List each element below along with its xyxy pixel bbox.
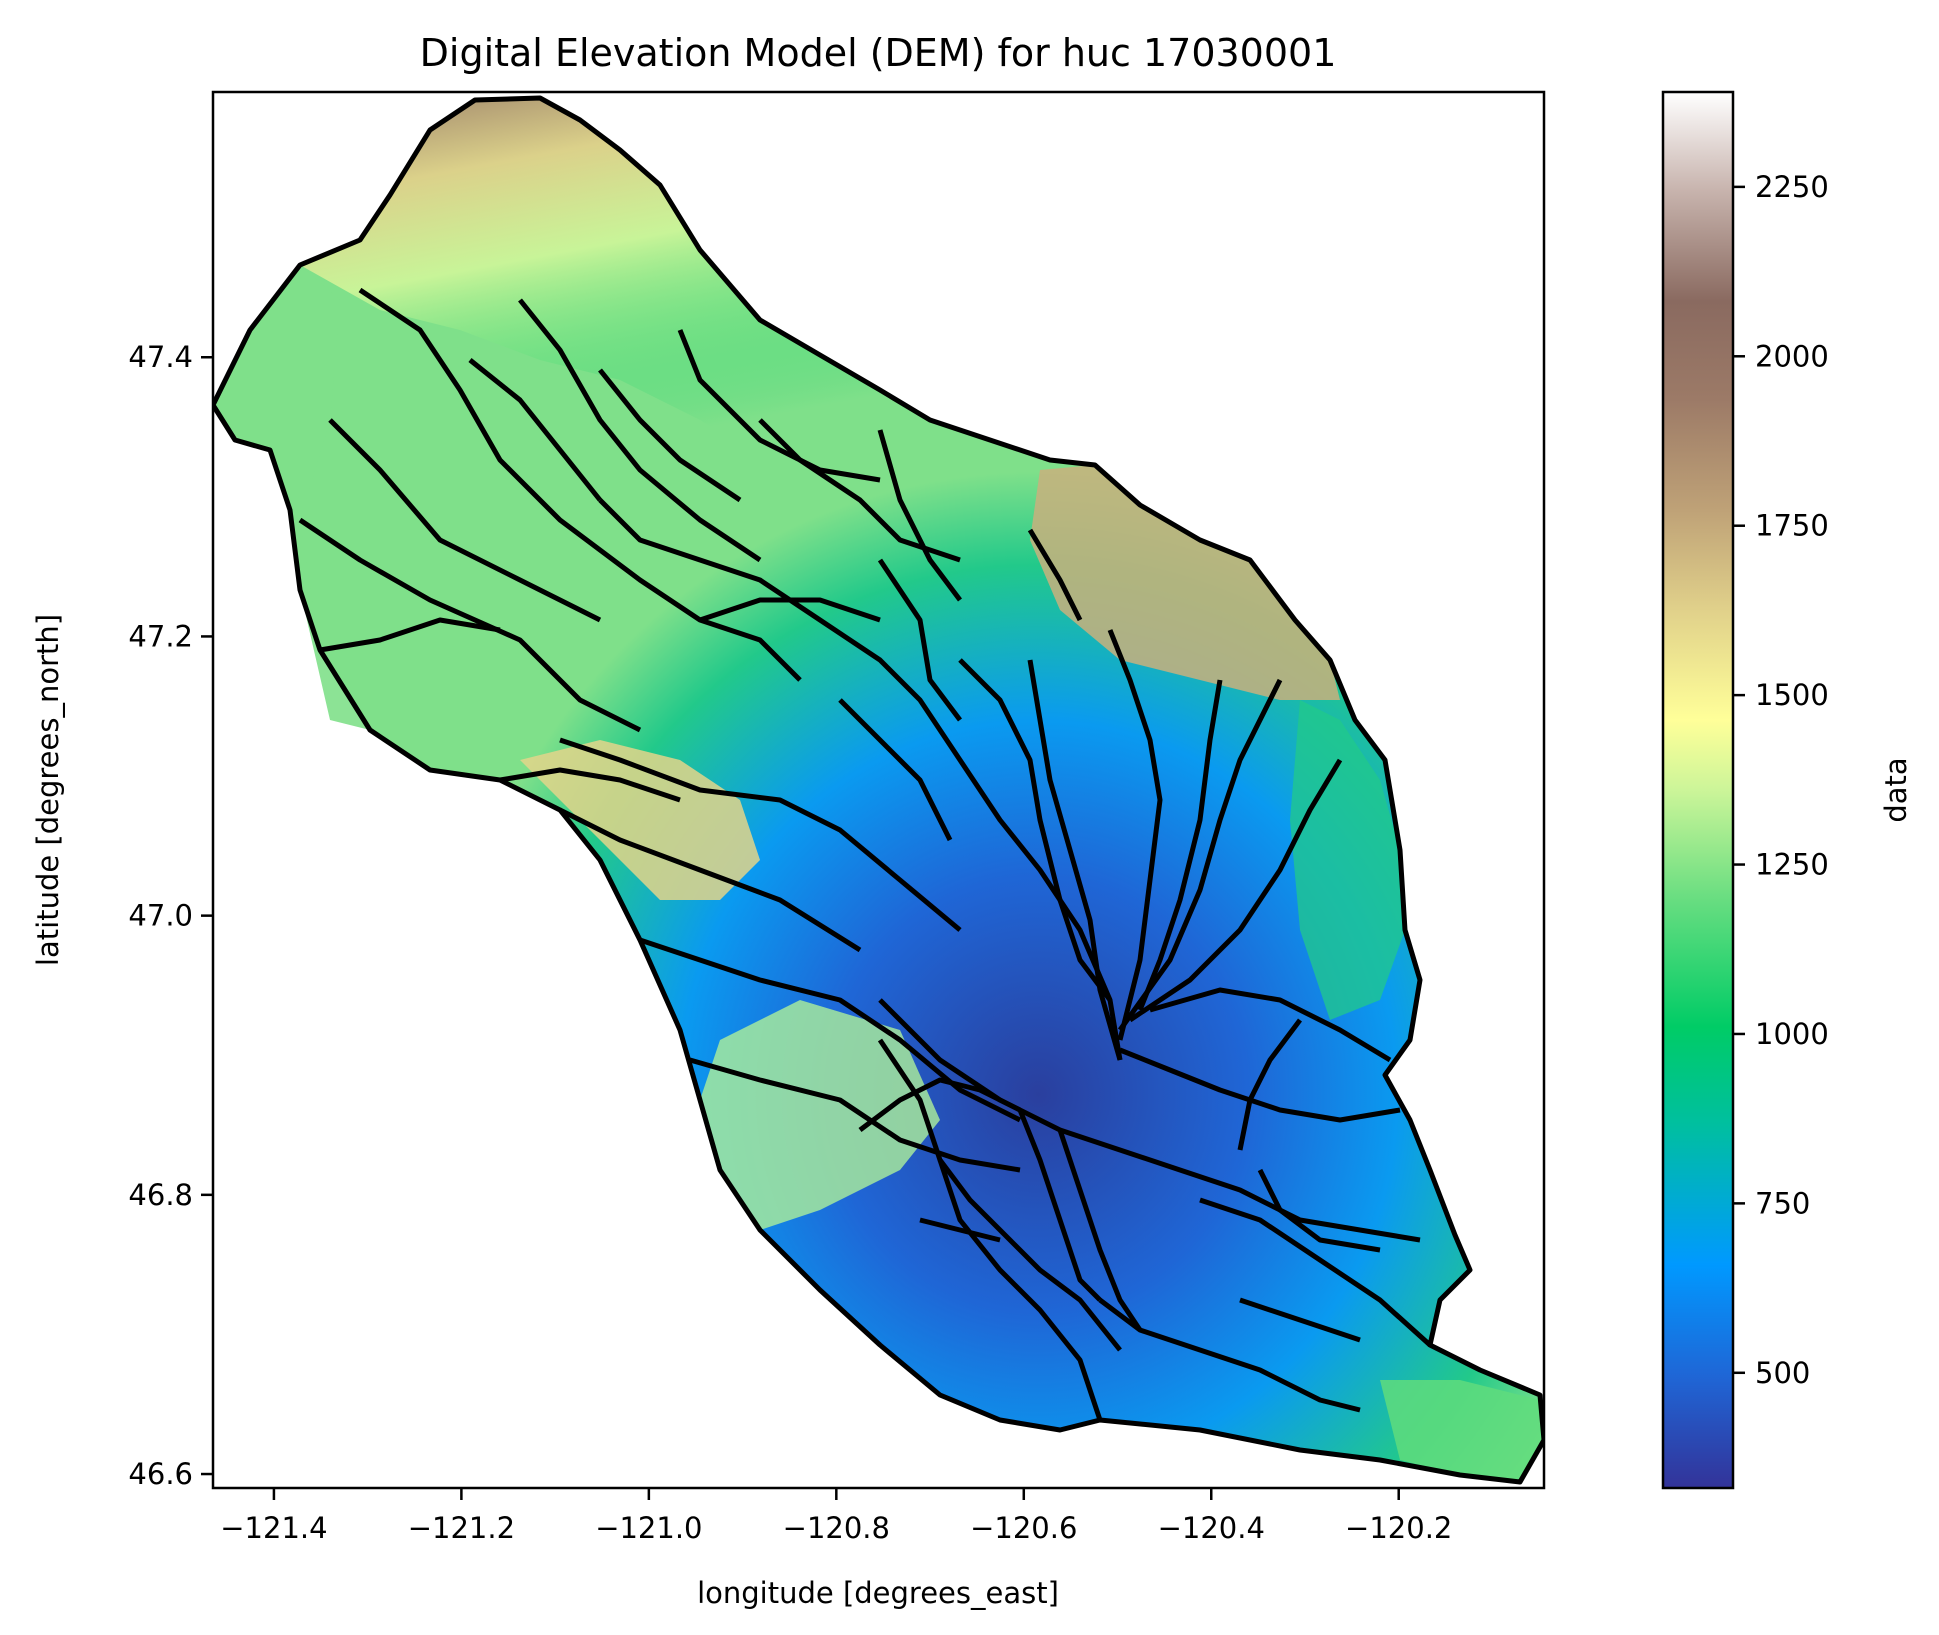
slopes-east: [1290, 700, 1405, 1020]
x-tick-label: −120.4: [1158, 1511, 1265, 1545]
ridge-north: [300, 98, 900, 470]
colorbar-tick-label: 2250: [1755, 170, 1829, 204]
x-axis-label: longitude [degrees_east]: [697, 1576, 1059, 1610]
colorbar-tick-label: 1250: [1755, 848, 1829, 882]
x-tick-label: −121.2: [408, 1511, 515, 1545]
plot-frame: [211, 90, 1546, 1490]
y-tick-label: 47.2: [128, 619, 193, 653]
y-axis-label: latitude [degrees_north]: [31, 614, 65, 966]
colorbar-tick-label: 1500: [1755, 678, 1829, 712]
y-tick-label: 47.4: [128, 340, 193, 374]
x-tick-label: −120.8: [783, 1511, 890, 1545]
dem-map: [213, 95, 1544, 1485]
x-tick-label: −120.2: [1345, 1511, 1452, 1545]
x-axis: −121.4 −121.2 −121.0 −120.8 −120.6 −120.4 −120…: [220, 1488, 1452, 1545]
colorbar-label: data: [1879, 757, 1913, 822]
watershed-fill: [213, 98, 1544, 1482]
ridge-southwest: [520, 740, 760, 900]
colorbar-axis: 500 750 1000 1250 1500 1750 2000 2250: [1733, 170, 1829, 1390]
slopes-west: [213, 265, 370, 730]
colorbar-tick-label: 500: [1755, 1356, 1810, 1390]
y-axis: 46.6 46.8 47.0 47.2 47.4: [128, 340, 213, 1491]
colorbar-tick-label: 1750: [1755, 509, 1829, 543]
colorbar: [1661, 90, 1735, 1490]
colorbar-tick-label: 1000: [1755, 1017, 1829, 1051]
ridge-northeast: [1030, 465, 1340, 700]
chart-title: Digital Elevation Model (DEM) for huc 17…: [420, 31, 1337, 75]
y-tick-label: 47.0: [128, 899, 193, 933]
slopes-south: [700, 1000, 940, 1230]
slopes-southeast: [1380, 1380, 1544, 1482]
y-tick-label: 46.6: [128, 1457, 193, 1491]
x-tick-label: −120.6: [970, 1511, 1077, 1545]
x-tick-label: −121.0: [595, 1511, 702, 1545]
subbasin-boundaries: [213, 95, 1544, 1485]
colorbar-tick-label: 2000: [1755, 339, 1829, 373]
colorbar-tick-label: 750: [1755, 1186, 1810, 1220]
x-tick-label: −121.4: [220, 1511, 327, 1545]
y-tick-label: 46.8: [128, 1178, 193, 1212]
